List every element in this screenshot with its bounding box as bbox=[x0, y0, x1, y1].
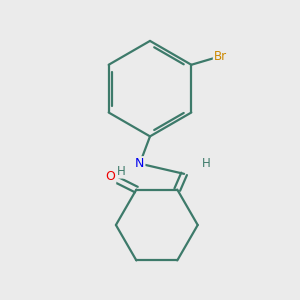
Text: H: H bbox=[202, 157, 211, 170]
Text: N: N bbox=[135, 157, 145, 170]
Text: H: H bbox=[117, 165, 125, 178]
Text: O: O bbox=[106, 170, 116, 183]
Text: Br: Br bbox=[214, 50, 227, 63]
